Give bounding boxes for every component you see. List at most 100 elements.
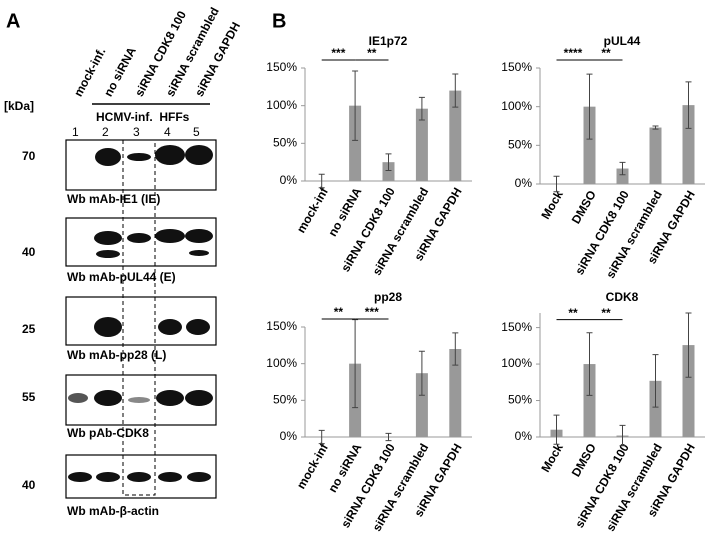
group-label: HCMV-inf. HFFs bbox=[96, 110, 190, 124]
error-bar bbox=[452, 73, 459, 108]
significance-label: ** bbox=[334, 305, 344, 319]
y-tick-label: 150% bbox=[501, 320, 532, 334]
lane-number: 3 bbox=[133, 125, 140, 139]
error-bar bbox=[586, 332, 593, 396]
error-bar bbox=[318, 173, 325, 189]
error-bar bbox=[619, 161, 626, 176]
band bbox=[155, 145, 185, 165]
error-bar bbox=[685, 81, 692, 129]
error-bar bbox=[652, 354, 659, 408]
y-tick-label: 100% bbox=[266, 98, 297, 112]
bar bbox=[382, 162, 395, 181]
x-tick-label: DMSO bbox=[569, 441, 599, 479]
chart-title: IE1p72 bbox=[369, 34, 408, 48]
band bbox=[96, 472, 120, 482]
bar bbox=[682, 105, 695, 184]
x-tick-label: mock-inf bbox=[294, 184, 332, 235]
bar bbox=[583, 106, 596, 184]
band bbox=[94, 231, 122, 245]
error-bar bbox=[385, 153, 392, 171]
band bbox=[186, 319, 210, 335]
y-tick-label: 0% bbox=[280, 173, 298, 187]
y-tick-label: 50% bbox=[508, 393, 532, 407]
y-tick-label: 150% bbox=[266, 60, 297, 74]
band bbox=[127, 472, 151, 482]
significance-label: ** bbox=[601, 46, 611, 60]
bar bbox=[349, 105, 362, 181]
significance-label: *** bbox=[331, 46, 345, 60]
error-bar bbox=[418, 96, 425, 121]
band bbox=[128, 397, 150, 403]
lane-number: 4 bbox=[164, 125, 171, 139]
band bbox=[95, 148, 121, 166]
y-tick-label: 100% bbox=[501, 99, 532, 113]
band bbox=[127, 153, 151, 161]
error-bar bbox=[352, 319, 359, 409]
significance-label: ** bbox=[568, 306, 578, 320]
bar bbox=[616, 168, 629, 184]
error-bar bbox=[352, 70, 359, 141]
kda-value: 40 bbox=[22, 245, 36, 259]
kda-value: 55 bbox=[22, 390, 36, 404]
error-bar bbox=[452, 332, 459, 366]
significance-label: **** bbox=[564, 46, 583, 60]
chart-title: pp28 bbox=[374, 290, 402, 304]
y-tick-label: 50% bbox=[273, 393, 297, 407]
panel-label: A bbox=[6, 10, 20, 32]
y-tick-label: 100% bbox=[266, 356, 297, 370]
error-bar bbox=[418, 350, 425, 396]
error-bar bbox=[553, 414, 560, 445]
error-bar bbox=[619, 424, 626, 447]
band bbox=[68, 472, 92, 482]
band bbox=[189, 250, 209, 256]
bar bbox=[682, 345, 695, 437]
error-bar bbox=[586, 73, 593, 140]
band bbox=[185, 145, 213, 165]
y-tick-label: 150% bbox=[266, 319, 297, 333]
bar bbox=[649, 127, 662, 184]
kda-label: [kDa] bbox=[4, 99, 34, 113]
band bbox=[187, 472, 211, 482]
y-tick-label: 50% bbox=[273, 136, 297, 150]
bar bbox=[449, 90, 462, 181]
blot-caption: Wb mAb-β-actin bbox=[67, 504, 159, 518]
band bbox=[158, 472, 182, 482]
blot-caption: Wb pAb-CDK8 bbox=[67, 426, 149, 440]
y-tick-label: 0% bbox=[515, 176, 533, 190]
kda-value: 40 bbox=[22, 478, 36, 492]
bar bbox=[415, 373, 428, 437]
band bbox=[158, 319, 182, 335]
error-bar bbox=[385, 432, 392, 442]
lane-number: 1 bbox=[72, 125, 79, 139]
blots bbox=[65, 139, 217, 499]
band bbox=[96, 250, 120, 258]
chart-title: CDK8 bbox=[606, 290, 639, 304]
y-tick-label: 100% bbox=[501, 356, 532, 370]
highlight-box bbox=[122, 139, 156, 496]
blot-caption: Wb mAb-pUL44 (E) bbox=[67, 270, 176, 284]
significance-label: *** bbox=[365, 305, 379, 319]
bar bbox=[649, 380, 662, 437]
lane-number: 2 bbox=[102, 125, 109, 139]
band bbox=[68, 393, 88, 403]
significance-label: ** bbox=[367, 46, 377, 60]
x-tick-label: DMSO bbox=[569, 188, 599, 226]
chart-title: pUL44 bbox=[604, 34, 641, 48]
band bbox=[94, 317, 122, 337]
x-tick-label: Mock bbox=[538, 441, 566, 475]
band bbox=[185, 229, 213, 243]
y-tick-label: 0% bbox=[515, 429, 533, 443]
kda-value: 70 bbox=[22, 149, 36, 163]
y-tick-label: 50% bbox=[508, 138, 532, 152]
y-tick-label: 150% bbox=[501, 60, 532, 74]
lane-number: 5 bbox=[193, 125, 200, 139]
band bbox=[127, 233, 151, 243]
y-tick-label: 0% bbox=[280, 429, 298, 443]
x-tick-label: Mock bbox=[538, 188, 566, 222]
x-tick-label: mock-inf bbox=[294, 440, 332, 491]
band bbox=[155, 229, 185, 243]
bar bbox=[449, 349, 462, 437]
error-bar bbox=[318, 429, 325, 445]
error-bar bbox=[553, 175, 560, 193]
blot-caption: Wb mAb-IE1 (IE) bbox=[67, 192, 160, 206]
